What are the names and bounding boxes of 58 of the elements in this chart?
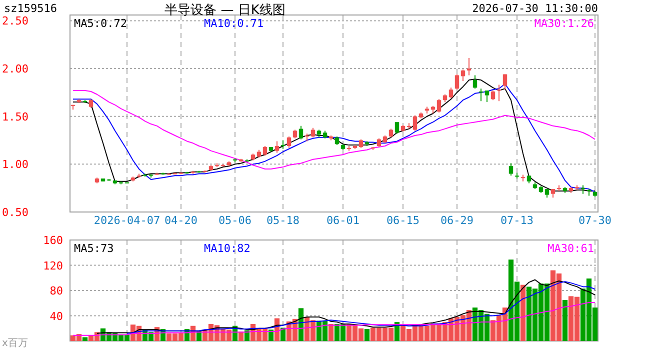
x-tick-label: 04-20 <box>164 214 198 227</box>
candlestick <box>478 88 484 102</box>
bar <box>562 300 568 341</box>
y-tick-label: 40 <box>50 310 63 323</box>
candlestick <box>502 74 508 90</box>
y-tick-label: 120 <box>43 259 63 272</box>
x-tick-label: 06-01 <box>326 214 360 227</box>
candlestick <box>496 84 502 102</box>
text: MA5:0.72 <box>74 17 127 30</box>
candlestick <box>394 122 400 134</box>
y-tick-label: 1.50 <box>2 110 28 124</box>
candlestick <box>310 127 316 138</box>
text: sz159516 <box>4 2 57 15</box>
line-series <box>72 90 596 170</box>
bar <box>364 329 370 341</box>
y-tick-label: 80 <box>50 284 63 298</box>
x-tick-label: 05-06 <box>218 214 252 227</box>
chart-title: 半导设备 — 日K线图 <box>164 3 286 18</box>
bar <box>298 308 304 341</box>
bar <box>268 330 274 341</box>
bar <box>520 284 526 341</box>
candlestick <box>466 58 472 76</box>
candlestick <box>460 69 466 82</box>
x-tick-label: 06-15 <box>386 214 420 227</box>
text: MA30:1.26 <box>534 17 594 30</box>
candlestick <box>262 146 268 156</box>
x-tick-label: 06-29 <box>440 214 474 227</box>
x-tick-label: 2026-04-07 <box>94 214 160 227</box>
y-tick-label: 160 <box>43 234 63 247</box>
candlestick <box>472 74 478 90</box>
y-tick-label: 1.00 <box>2 158 28 172</box>
candlestick <box>274 140 280 154</box>
bar <box>82 337 88 341</box>
y-axis-title: x百万 <box>2 338 28 349</box>
candlestick <box>286 136 292 148</box>
y-tick-label: 0.50 <box>2 206 28 219</box>
x-tick-label: 05-18 <box>266 214 300 227</box>
candlestick <box>298 125 304 140</box>
y-tick-label: 2.50 <box>2 14 28 28</box>
candlestick <box>484 90 490 103</box>
candlestick <box>436 98 442 114</box>
candlestick <box>508 162 514 176</box>
x-tick-label: 07-30 <box>578 214 612 227</box>
bar <box>280 328 286 341</box>
y-tick-label: 2.00 <box>2 62 28 76</box>
text: MA10:82 <box>204 242 250 255</box>
candlestick <box>412 114 418 132</box>
text: MA5:73 <box>74 242 114 255</box>
text: MA30:61 <box>548 242 594 255</box>
candlestick <box>490 90 496 101</box>
candlestick <box>448 87 454 99</box>
text: MA10:0.71 <box>204 17 264 30</box>
bar <box>328 324 334 341</box>
line-series <box>72 302 596 336</box>
text: 2026-07-30 11:30:00 <box>472 2 598 15</box>
candlestick <box>454 74 460 90</box>
candlestick <box>580 184 586 194</box>
x-tick-label: 07-13 <box>500 214 534 227</box>
